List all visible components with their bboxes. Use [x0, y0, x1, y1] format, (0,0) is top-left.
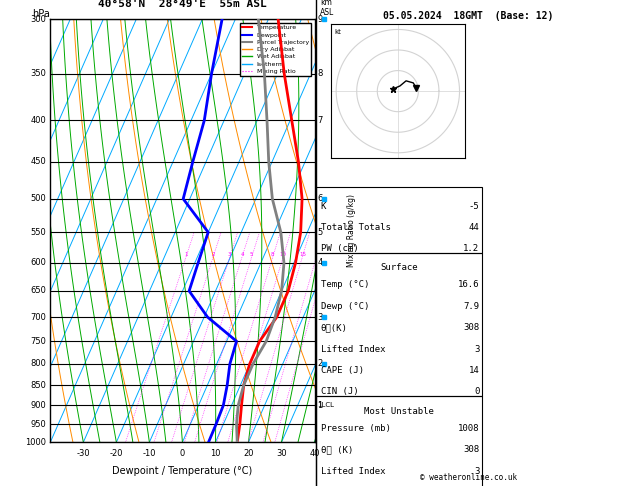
- Text: 1000: 1000: [25, 438, 47, 447]
- Text: 0: 0: [474, 387, 479, 397]
- Text: Pressure (mb): Pressure (mb): [321, 424, 391, 433]
- Text: 1: 1: [317, 401, 323, 410]
- Text: Dewp (°C): Dewp (°C): [321, 302, 369, 311]
- Text: CIN (J): CIN (J): [321, 387, 359, 397]
- Text: 300: 300: [30, 15, 47, 24]
- Text: 850: 850: [30, 381, 47, 390]
- Text: 5: 5: [317, 228, 323, 237]
- Text: 4: 4: [317, 259, 323, 267]
- Text: 3: 3: [474, 345, 479, 354]
- Text: 500: 500: [31, 194, 47, 203]
- Text: Lifted Index: Lifted Index: [321, 467, 386, 476]
- Text: -20: -20: [109, 449, 123, 458]
- Text: 2: 2: [317, 359, 323, 368]
- Text: θᴇ(K): θᴇ(K): [321, 323, 348, 332]
- Text: 44: 44: [469, 223, 479, 232]
- Text: 20: 20: [243, 449, 253, 458]
- Text: 10: 10: [210, 449, 221, 458]
- Text: 950: 950: [31, 420, 47, 429]
- Text: kt: kt: [334, 29, 341, 35]
- Text: 308: 308: [463, 445, 479, 454]
- Text: 0: 0: [180, 449, 185, 458]
- Legend: Temperature, Dewpoint, Parcel Trajectory, Dry Adiabat, Wet Adiabat, Isotherm, Mi: Temperature, Dewpoint, Parcel Trajectory…: [240, 22, 311, 76]
- Text: 1.2: 1.2: [463, 244, 479, 254]
- Text: 16.6: 16.6: [458, 280, 479, 290]
- Text: CAPE (J): CAPE (J): [321, 366, 364, 375]
- Text: 7: 7: [317, 116, 323, 125]
- Text: 400: 400: [31, 116, 47, 125]
- Text: 450: 450: [31, 157, 47, 166]
- Text: 8: 8: [271, 252, 274, 257]
- Text: 1008: 1008: [458, 424, 479, 433]
- Text: © weatheronline.co.uk: © weatheronline.co.uk: [420, 473, 517, 482]
- Text: 15: 15: [299, 252, 306, 257]
- Text: 350: 350: [30, 69, 47, 78]
- Text: Totals Totals: Totals Totals: [321, 223, 391, 232]
- Text: 14: 14: [469, 366, 479, 375]
- Text: PW (cm): PW (cm): [321, 244, 359, 254]
- Text: 3: 3: [228, 252, 231, 257]
- Text: Surface: Surface: [381, 263, 418, 273]
- Text: 7.9: 7.9: [463, 302, 479, 311]
- Text: 900: 900: [31, 401, 47, 410]
- Text: 4: 4: [240, 252, 244, 257]
- Text: Lifted Index: Lifted Index: [321, 345, 386, 354]
- Text: -5: -5: [469, 202, 479, 211]
- Text: 1: 1: [184, 252, 188, 257]
- Text: Temp (°C): Temp (°C): [321, 280, 369, 290]
- Text: θᴇ (K): θᴇ (K): [321, 445, 353, 454]
- Text: 30: 30: [276, 449, 287, 458]
- Text: 40: 40: [309, 449, 320, 458]
- Text: 6: 6: [317, 194, 323, 203]
- Text: 8: 8: [317, 69, 323, 78]
- Text: K: K: [321, 202, 326, 211]
- Text: -30: -30: [77, 449, 90, 458]
- Text: Mixing Ratio (g/kg): Mixing Ratio (g/kg): [347, 194, 356, 267]
- Text: 308: 308: [463, 323, 479, 332]
- Text: 600: 600: [30, 259, 47, 267]
- Text: 550: 550: [31, 228, 47, 237]
- Text: 3: 3: [317, 312, 323, 322]
- Text: 650: 650: [30, 286, 47, 295]
- Text: 800: 800: [30, 359, 47, 368]
- Text: 5: 5: [250, 252, 253, 257]
- Text: 3: 3: [474, 467, 479, 476]
- Text: 2: 2: [211, 252, 215, 257]
- Text: hPa: hPa: [32, 9, 50, 19]
- Text: Dewpoint / Temperature (°C): Dewpoint / Temperature (°C): [113, 466, 252, 475]
- Text: 750: 750: [30, 337, 47, 346]
- Text: 700: 700: [30, 312, 47, 322]
- Text: km
ASL: km ASL: [320, 0, 334, 17]
- Text: -10: -10: [143, 449, 156, 458]
- Text: 9: 9: [317, 15, 323, 24]
- Text: 40°58'N  28°49'E  55m ASL: 40°58'N 28°49'E 55m ASL: [98, 0, 267, 9]
- Text: Most Unstable: Most Unstable: [364, 407, 434, 416]
- Text: 1LCL: 1LCL: [317, 402, 334, 408]
- Text: 10: 10: [280, 252, 287, 257]
- Text: 05.05.2024  18GMT  (Base: 12): 05.05.2024 18GMT (Base: 12): [384, 11, 554, 21]
